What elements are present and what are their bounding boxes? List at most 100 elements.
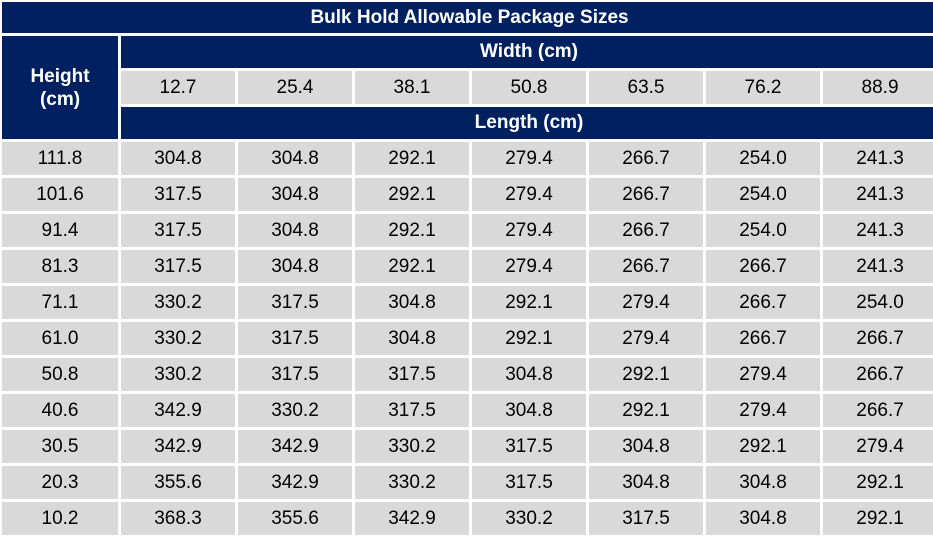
length-value-cell: 330.2 (121, 322, 235, 355)
length-value-cell: 279.4 (589, 286, 703, 319)
length-value-cell: 254.0 (706, 214, 820, 247)
length-value-cell: 292.1 (355, 142, 469, 175)
table-row: 30.5 342.9 342.9 330.2 317.5 304.8 292.1 279.4 (2, 430, 933, 463)
length-value-cell: 266.7 (706, 322, 820, 355)
length-value-cell: 317.5 (589, 502, 703, 535)
length-value-cell: 304.8 (706, 466, 820, 499)
length-value-cell: 317.5 (472, 466, 586, 499)
length-value-cell: 266.7 (823, 358, 933, 391)
length-value-cell: 254.0 (706, 178, 820, 211)
length-value-cell: 355.6 (238, 502, 352, 535)
width-header-row: Height (cm) Width (cm) (2, 36, 933, 139)
length-value-cell: 342.9 (121, 430, 235, 463)
length-header-row: Length (cm) (2, 107, 933, 139)
table-row: 61.0 330.2 317.5 304.8 292.1 279.4 266.7 266.7 (2, 322, 933, 355)
length-value-cell: 304.8 (706, 502, 820, 535)
length-value-cell: 330.2 (238, 394, 352, 427)
title-row: Bulk Hold Allowable Package Sizes (2, 2, 933, 33)
height-value-cell: 20.3 (2, 466, 118, 499)
length-value-cell: 292.1 (355, 214, 469, 247)
length-value-cell: 304.8 (238, 214, 352, 247)
length-value-cell: 279.4 (472, 214, 586, 247)
length-value-cell: 330.2 (472, 502, 586, 535)
length-value-cell: 266.7 (823, 322, 933, 355)
length-value-cell: 279.4 (823, 430, 933, 463)
height-header-unit: (cm) (39, 88, 81, 110)
length-value-cell: 279.4 (472, 142, 586, 175)
width-value-cell: 38.1 (355, 71, 469, 104)
width-value-cell: 88.9 (823, 71, 933, 104)
height-value-cell: 61.0 (2, 322, 118, 355)
table-row: 81.3 317.5 304.8 292.1 279.4 266.7 266.7 241.3 (2, 250, 933, 283)
table-row: 20.3 355.6 342.9 330.2 317.5 304.8 304.8 292.1 (2, 466, 933, 499)
length-value-cell: 330.2 (121, 358, 235, 391)
length-value-cell: 292.1 (355, 178, 469, 211)
height-value-cell: 111.8 (2, 142, 118, 175)
length-value-cell: 304.8 (238, 250, 352, 283)
length-value-cell: 304.8 (238, 142, 352, 175)
length-value-cell: 342.9 (355, 502, 469, 535)
length-value-cell: 279.4 (706, 394, 820, 427)
length-value-cell: 304.8 (121, 142, 235, 175)
table-row: 101.6 317.5 304.8 292.1 279.4 266.7 254.0 241.3 (2, 178, 933, 211)
length-value-cell: 330.2 (121, 286, 235, 319)
length-value-cell: 304.8 (589, 430, 703, 463)
height-value-cell: 101.6 (2, 178, 118, 211)
table-row: 40.6 342.9 330.2 317.5 304.8 292.1 279.4 266.7 (2, 394, 933, 427)
length-value-cell: 292.1 (355, 250, 469, 283)
table-row: 71.1 330.2 317.5 304.8 292.1 279.4 266.7 254.0 (2, 286, 933, 319)
table-row: 50.8 330.2 317.5 317.5 304.8 292.1 279.4 266.7 (2, 358, 933, 391)
length-value-cell: 317.5 (121, 214, 235, 247)
height-value-cell: 81.3 (2, 250, 118, 283)
table-title: Bulk Hold Allowable Package Sizes (2, 2, 933, 33)
width-header: Width (cm) (121, 36, 933, 68)
table-row: 111.8 304.8 304.8 292.1 279.4 266.7 254.0 241.3 (2, 142, 933, 175)
length-value-cell: 317.5 (355, 358, 469, 391)
length-value-cell: 241.3 (823, 250, 933, 283)
length-value-cell: 266.7 (706, 250, 820, 283)
length-value-cell: 342.9 (238, 430, 352, 463)
length-value-cell: 254.0 (706, 142, 820, 175)
height-value-cell: 30.5 (2, 430, 118, 463)
length-value-cell: 342.9 (121, 394, 235, 427)
length-value-cell: 304.8 (472, 394, 586, 427)
length-value-cell: 368.3 (121, 502, 235, 535)
height-value-cell: 40.6 (2, 394, 118, 427)
length-value-cell: 317.5 (121, 250, 235, 283)
length-value-cell: 279.4 (472, 250, 586, 283)
table-row: 10.2 368.3 355.6 342.9 330.2 317.5 304.8 292.1 (2, 502, 933, 535)
length-value-cell: 266.7 (706, 286, 820, 319)
length-value-cell: 317.5 (238, 322, 352, 355)
length-value-cell: 266.7 (589, 142, 703, 175)
width-value-cell: 63.5 (589, 71, 703, 104)
length-value-cell: 317.5 (355, 394, 469, 427)
length-value-cell: 266.7 (589, 178, 703, 211)
length-value-cell: 304.8 (355, 286, 469, 319)
length-value-cell: 241.3 (823, 178, 933, 211)
width-value-cell: 25.4 (238, 71, 352, 104)
length-value-cell: 317.5 (472, 430, 586, 463)
length-value-cell: 292.1 (823, 502, 933, 535)
length-value-cell: 330.2 (355, 430, 469, 463)
length-value-cell: 292.1 (589, 394, 703, 427)
length-value-cell: 279.4 (706, 358, 820, 391)
height-value-cell: 10.2 (2, 502, 118, 535)
length-value-cell: 342.9 (238, 466, 352, 499)
width-value-cell: 76.2 (706, 71, 820, 104)
length-header: Length (cm) (121, 107, 933, 139)
length-value-cell: 292.1 (823, 466, 933, 499)
length-value-cell: 266.7 (823, 394, 933, 427)
height-header-label: Height (30, 65, 90, 87)
height-header: Height (cm) (2, 36, 118, 139)
width-values-row: 12.7 25.4 38.1 50.8 63.5 76.2 88.9 (2, 71, 933, 104)
height-value-cell: 71.1 (2, 286, 118, 319)
length-value-cell: 266.7 (589, 250, 703, 283)
length-value-cell: 317.5 (238, 358, 352, 391)
height-value-cell: 50.8 (2, 358, 118, 391)
length-value-cell: 304.8 (355, 322, 469, 355)
length-value-cell: 241.3 (823, 142, 933, 175)
height-value-cell: 91.4 (2, 214, 118, 247)
